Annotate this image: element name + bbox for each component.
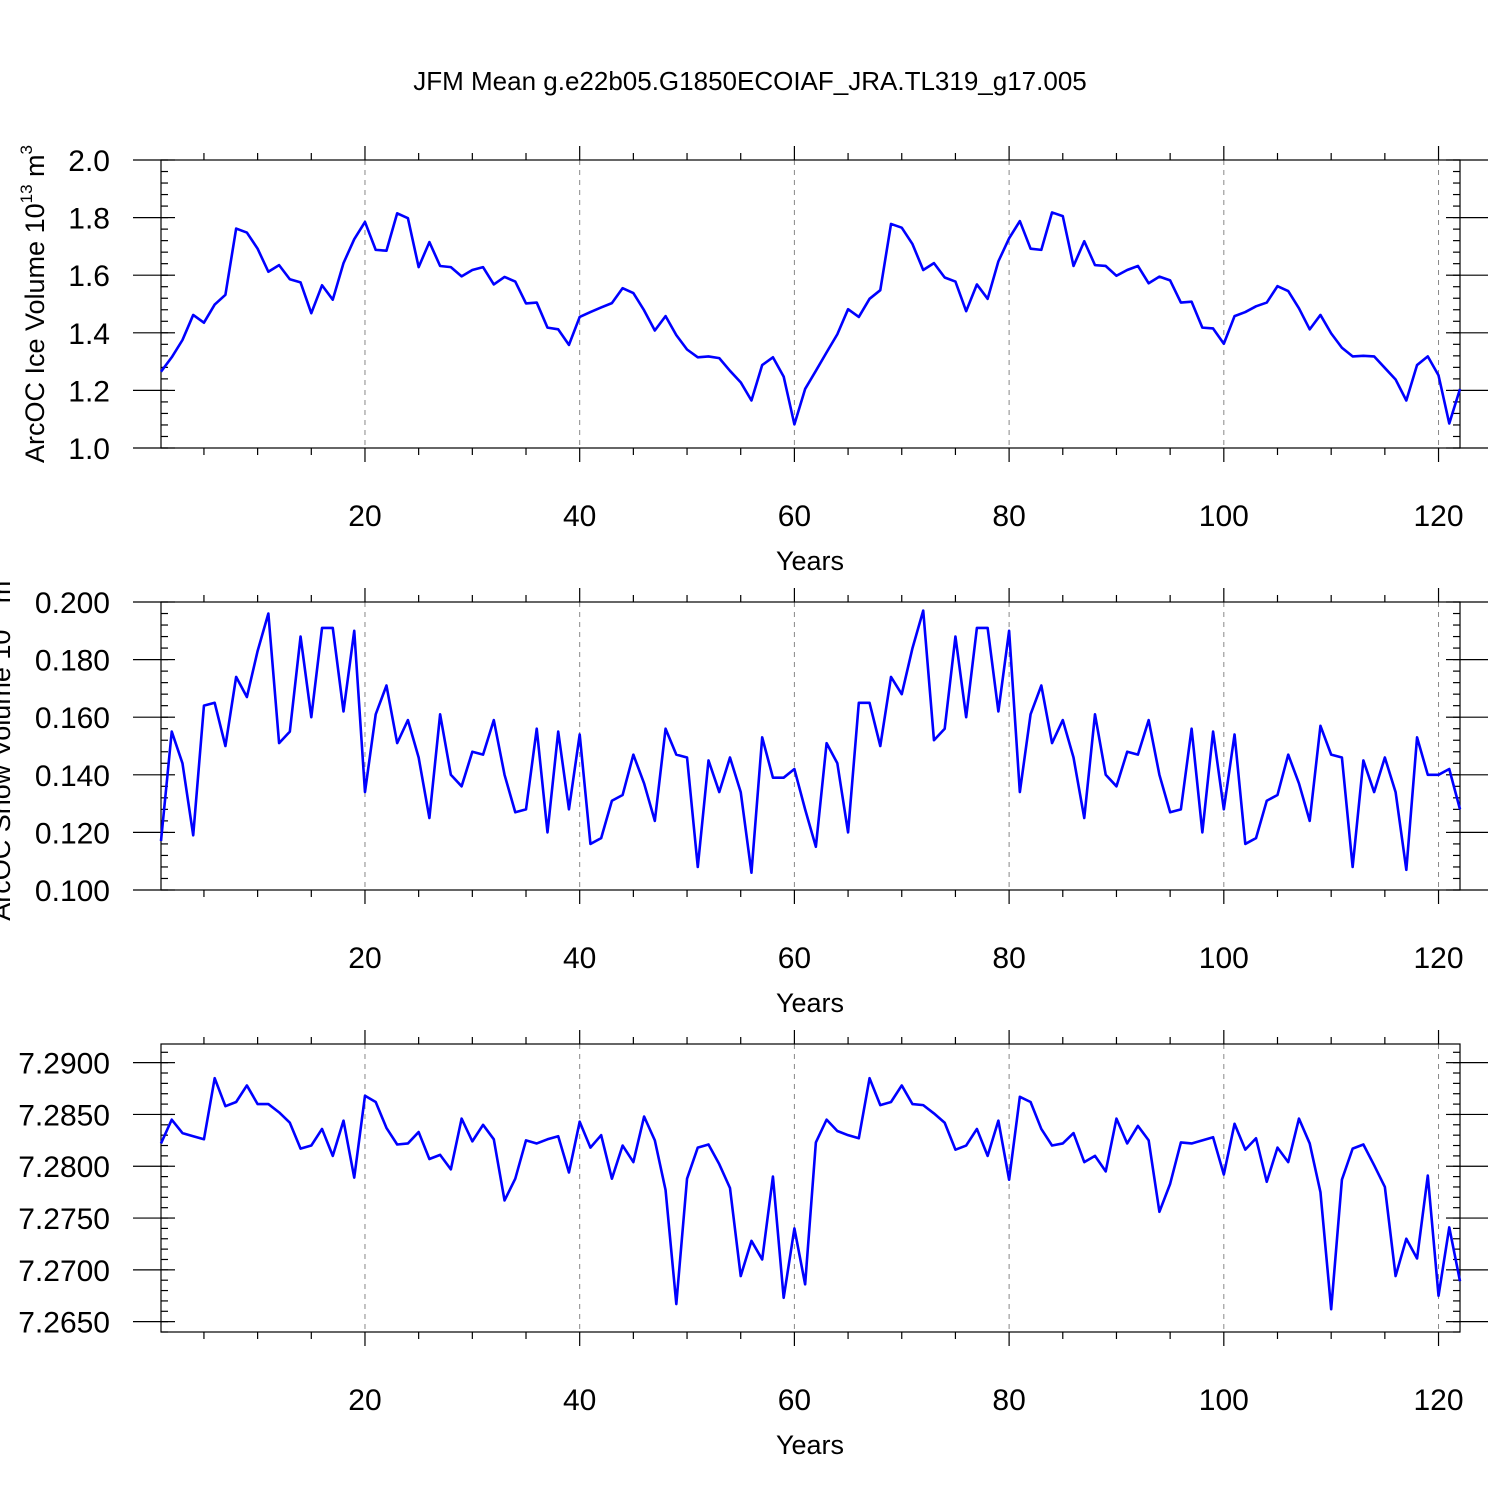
x-tick-label: 120 (1413, 500, 1463, 533)
x-axis-label: Years (776, 988, 844, 1018)
y-tick-label: 0.180 (35, 645, 110, 678)
series-line (159, 609, 1462, 875)
x-tick-label: 100 (1199, 942, 1249, 975)
x-tick-label: 60 (778, 1384, 811, 1417)
y-tick-label: 2.0 (68, 145, 110, 178)
x-tick-label: 60 (778, 500, 811, 533)
y-tick-label: 7.2800 (18, 1151, 110, 1184)
y-tick-label: 0.140 (35, 760, 110, 793)
panel-third-series: 20 40 60 80 100 120 7.2650 7.2700 7.2750 7.2800 7.… (18, 1030, 1488, 1460)
plot-frame (160, 601, 1461, 891)
y-tick-label: 7.2900 (18, 1048, 110, 1081)
x-tick-label: 120 (1413, 1384, 1463, 1417)
y-axis-label: ArcOC Ice Volume 1013 m3 (17, 145, 50, 463)
x-tick-label: 60 (778, 942, 811, 975)
y-tick-label: 1.2 (68, 375, 110, 408)
chart-title: JFM Mean g.e22b05.G1850ECOIAF_JRA.TL319_… (413, 66, 1087, 96)
y-tick-label: 1.0 (68, 433, 110, 466)
x-tick-label: 80 (992, 942, 1025, 975)
x-tick-label: 80 (992, 500, 1025, 533)
x-tick-label: 40 (563, 1384, 596, 1417)
x-axis-label: Years (776, 1430, 844, 1460)
plot-frame (160, 159, 1461, 449)
y-tick-label: 7.2650 (18, 1307, 110, 1340)
x-tick-label: 40 (563, 942, 596, 975)
panel-ice-volume: ArcOC Ice Volume 1013 m3 20 40 60 80 100 120 1… (17, 145, 1488, 576)
y-tick-label: 0.200 (35, 587, 110, 620)
x-tick-label: 20 (348, 500, 381, 533)
x-tick-label: 20 (348, 1384, 381, 1417)
y-tick-label: 1.6 (68, 260, 110, 293)
y-tick-label: 7.2850 (18, 1099, 110, 1132)
y-tick-label: 1.4 (68, 318, 110, 351)
x-tick-label: 40 (563, 500, 596, 533)
series-line (159, 1076, 1462, 1311)
x-axis-label: Years (776, 546, 844, 576)
y-tick-label: 1.8 (68, 203, 110, 236)
x-tick-label: 100 (1199, 1384, 1249, 1417)
plot-frame (160, 1043, 1461, 1333)
x-tick-label: 120 (1413, 942, 1463, 975)
y-tick-label: 7.2750 (18, 1203, 110, 1236)
x-tick-label: 80 (992, 1384, 1025, 1417)
y-tick-label: 7.2700 (18, 1255, 110, 1288)
panel-snow-volume: ArcOC Snow Volume 1013 m3 20 40 60 80 100 120… (0, 571, 1488, 1018)
series-line (159, 211, 1462, 426)
x-tick-label: 100 (1199, 500, 1249, 533)
y-tick-label: 0.120 (35, 817, 110, 850)
x-tick-label: 20 (348, 942, 381, 975)
y-tick-label: 0.100 (35, 875, 110, 908)
y-axis-label: ArcOC Snow Volume 1013 m3 (0, 571, 16, 921)
y-tick-label: 0.160 (35, 702, 110, 735)
